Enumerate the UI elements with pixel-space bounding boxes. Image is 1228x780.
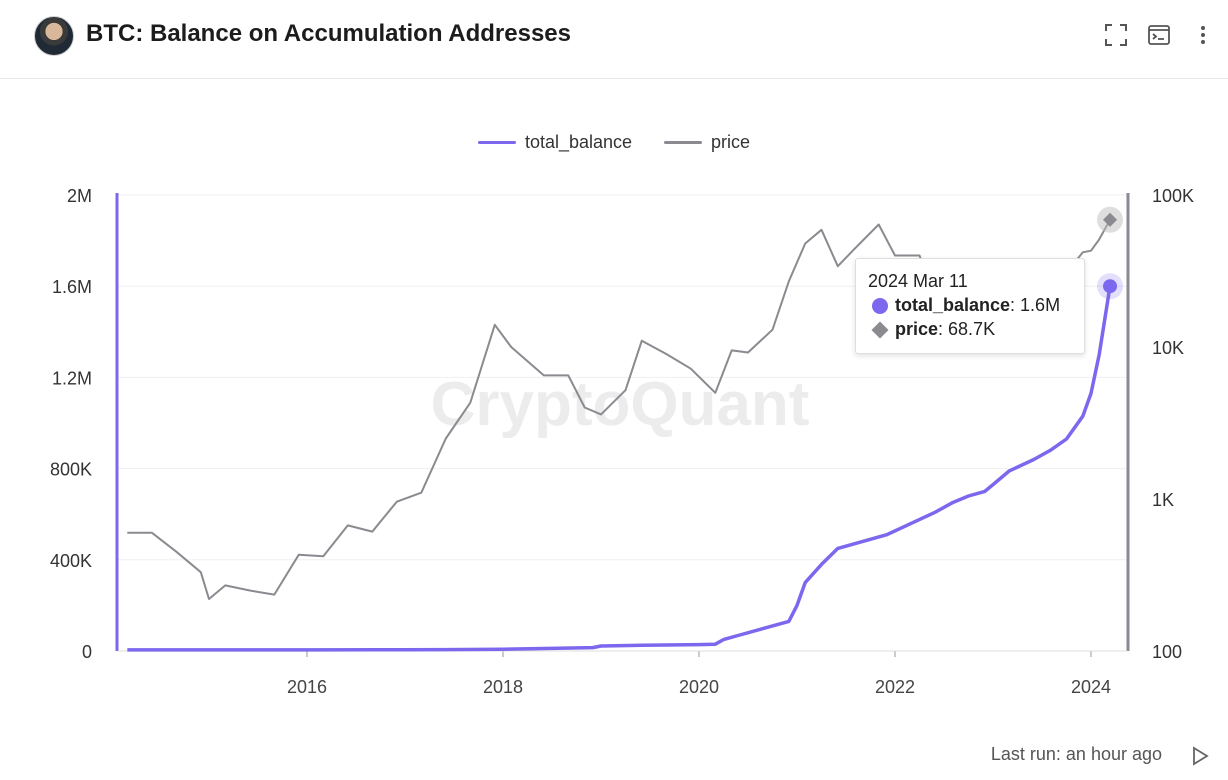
circle-marker-icon [872, 297, 888, 314]
series-line-total-balance [127, 285, 1112, 652]
watermark: CryptoQuant [431, 370, 810, 439]
tooltip-value: : 1.6M [1010, 295, 1061, 315]
tooltip-date: 2024 Mar 11 [868, 271, 968, 291]
x-tick-label: 2016 [287, 677, 327, 697]
tooltip-series-name: total_balance [895, 295, 1011, 315]
last-run-status: Last run: an hour ago [990, 744, 1162, 764]
y-left-tick-label: 400K [50, 551, 92, 571]
tooltip-series-name: price [895, 319, 939, 339]
hover-markers [1097, 206, 1124, 300]
legend-item-price[interactable]: price [664, 132, 750, 153]
y-right-tick-label: 1K [1152, 490, 1174, 510]
chart-header: BTC: Balance on Accumulation Addresses [0, 0, 1228, 79]
tooltip-row-price: price: 68.7K [871, 319, 996, 340]
x-tick-label: 2024 [1071, 677, 1111, 697]
legend-swatch-icon [664, 141, 703, 144]
play-icon[interactable] [1188, 744, 1212, 768]
fullscreen-icon[interactable] [1103, 22, 1129, 48]
tooltip: 2024 Mar 11 total_balance: 1.6M price: 6… [855, 258, 1085, 354]
y-right-tick-label: 100 [1152, 642, 1182, 662]
x-tick-label: 2022 [875, 677, 915, 697]
tooltip-value: : 68.7K [938, 319, 996, 339]
hover-point-total-balance [1103, 279, 1118, 294]
legend-label: price [711, 132, 751, 152]
more-vertical-icon[interactable] [1190, 22, 1216, 48]
chart-legend: total_balance price [0, 132, 1228, 153]
y-right-tick-label: 100K [1152, 186, 1194, 206]
hover-point-price [1102, 212, 1118, 227]
page-title: BTC: Balance on Accumulation Addresses [86, 20, 571, 47]
legend-label: total_balance [524, 132, 633, 152]
legend-item-total-balance[interactable]: total_balance [477, 132, 633, 153]
avatar[interactable] [34, 16, 74, 56]
y-left-tick-label: 2M [67, 186, 92, 206]
tick-labels: 0 400K 800K 1.2M 1.6M 2M 100 1K 10K 100K 2016 2018 2… [50, 186, 1194, 697]
diamond-marker-icon [871, 321, 889, 338]
y-left-tick-label: 1.2M [52, 368, 92, 388]
y-right-tick-label: 10K [1152, 338, 1184, 358]
x-tick-label: 2018 [483, 677, 523, 697]
y-left-tick-label: 800K [50, 460, 92, 480]
y-left-tick-label: 0 [82, 642, 92, 662]
terminal-icon[interactable] [1146, 22, 1172, 48]
y-left-tick-label: 1.6M [52, 277, 92, 297]
tooltip-row-total-balance: total_balance: 1.6M [872, 295, 1060, 316]
legend-swatch-icon [477, 141, 516, 144]
x-tick-label: 2020 [679, 677, 719, 697]
